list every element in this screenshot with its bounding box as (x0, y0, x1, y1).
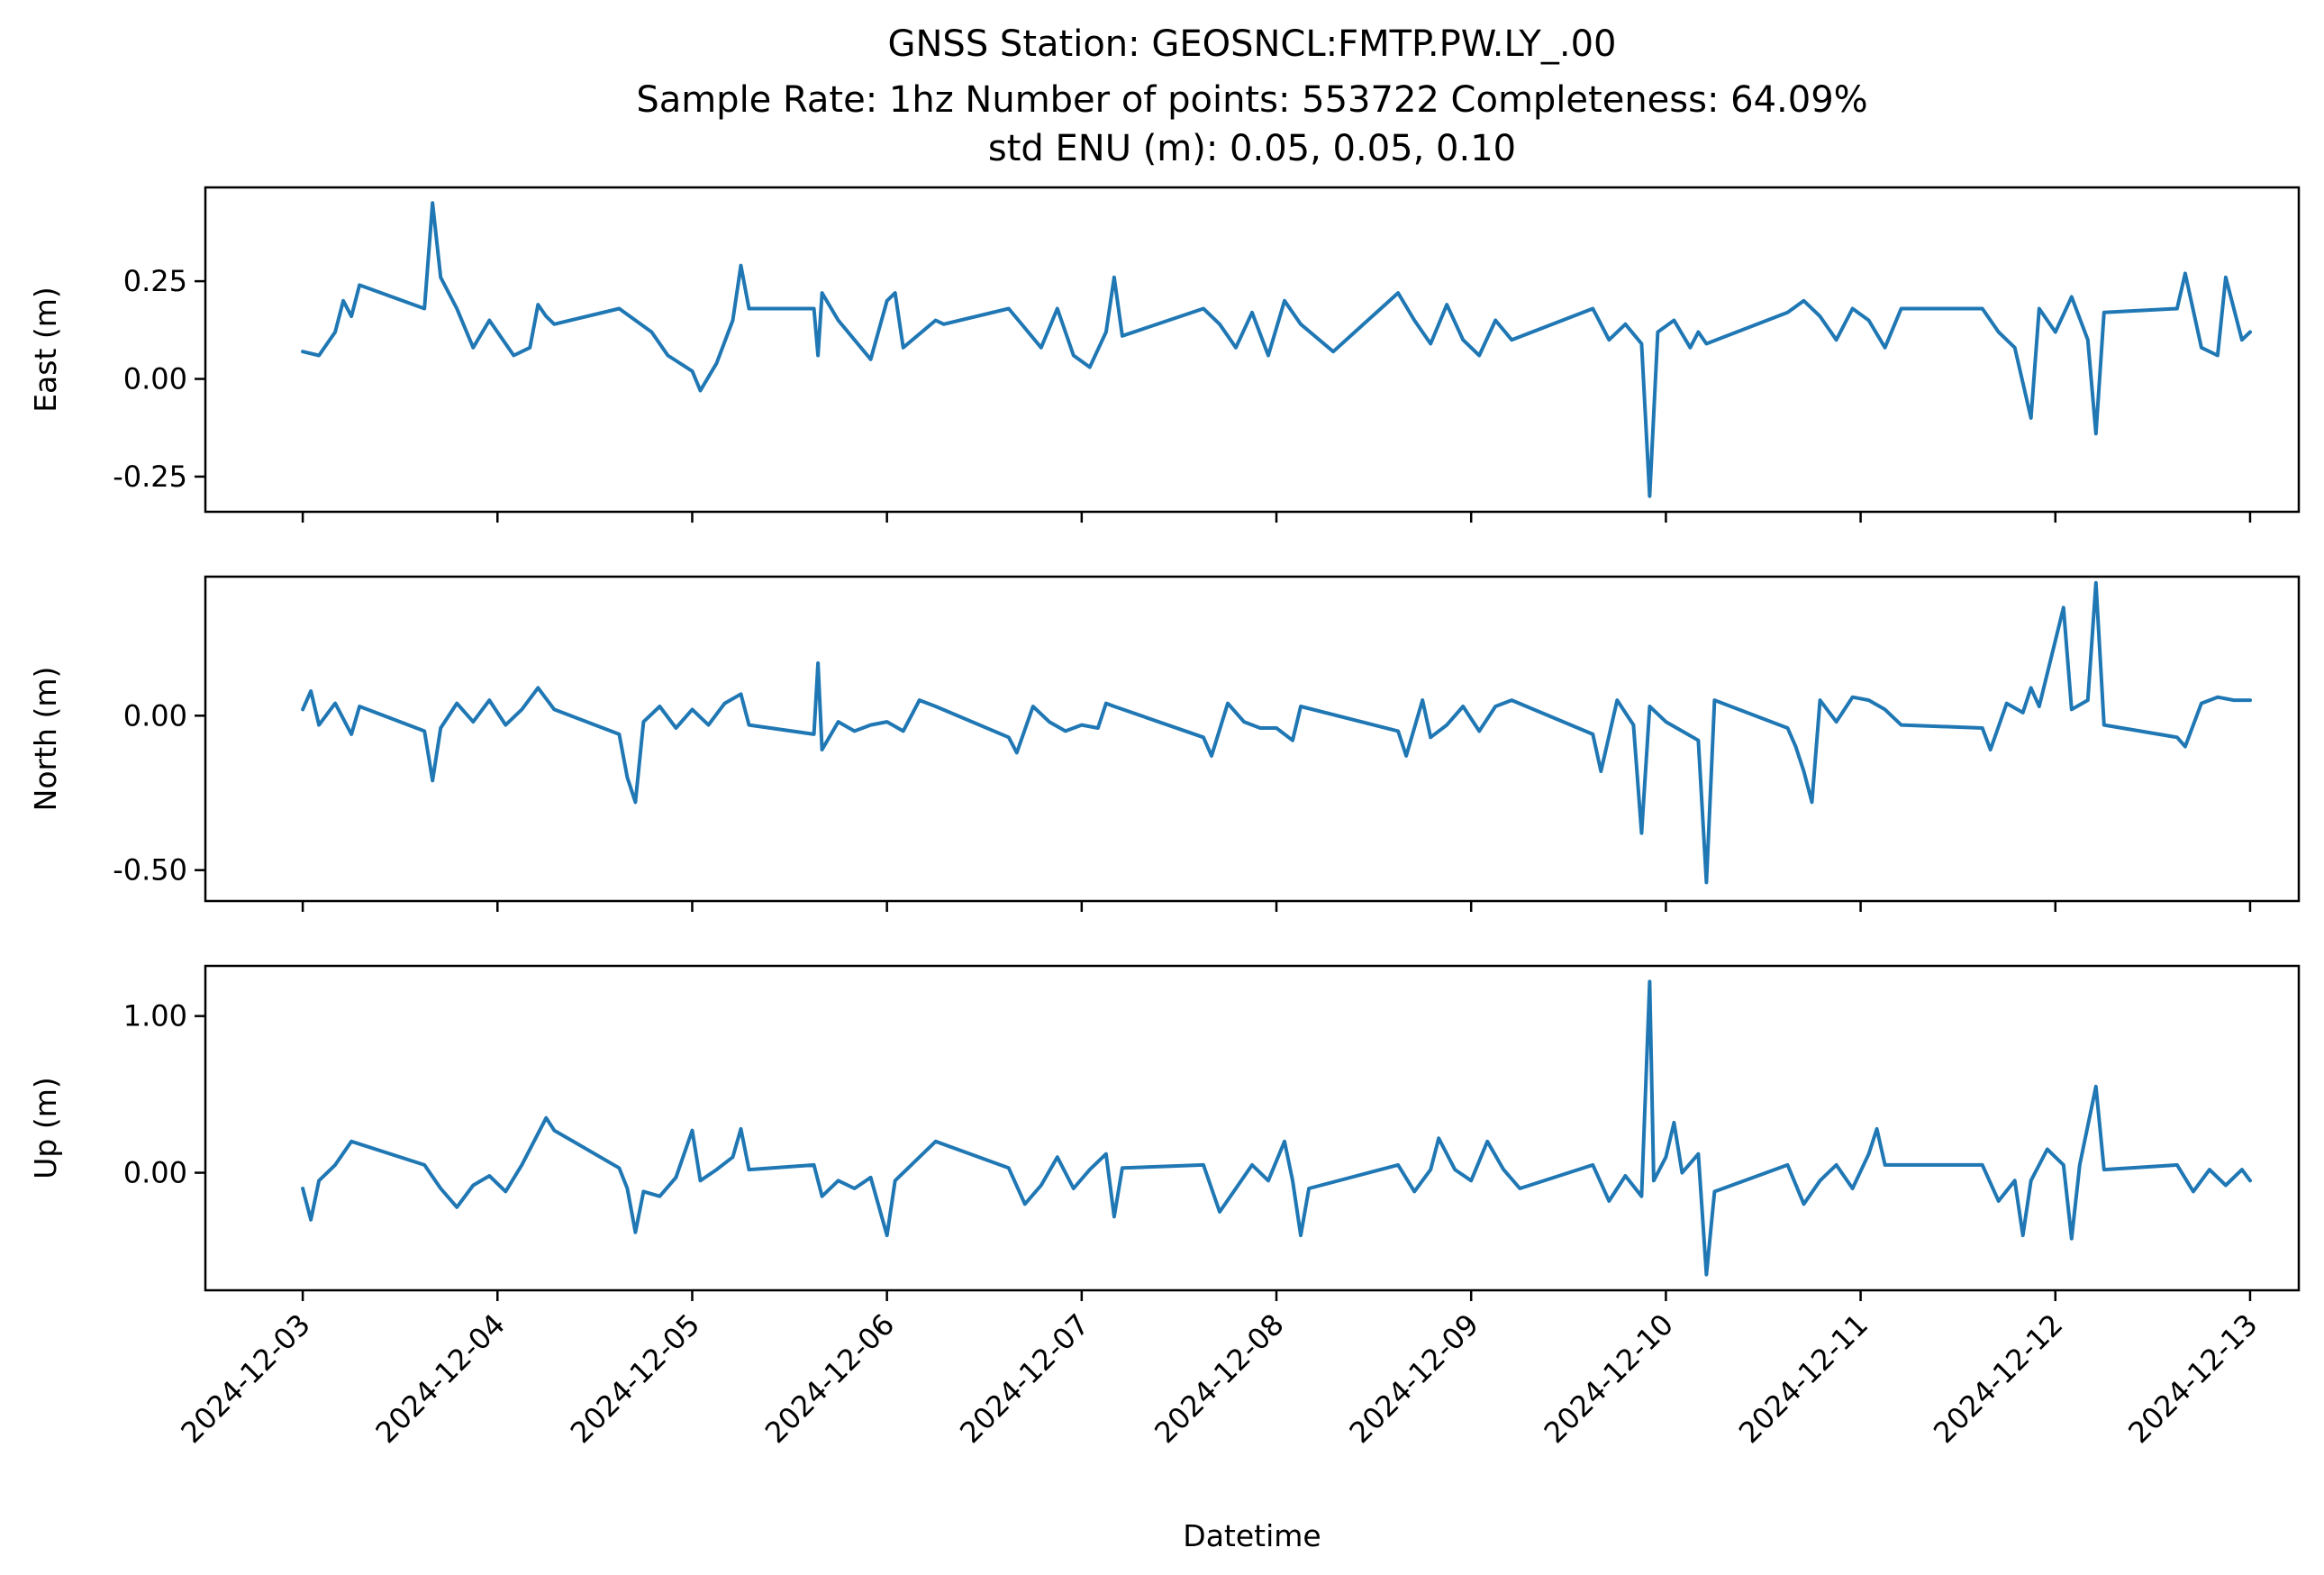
chart-title-std-enu: std ENU (m): 0.05, 0.05, 0.10 (988, 128, 1516, 169)
east-y-tick-label: -0.25 (113, 460, 187, 494)
up-axes-frame (204, 964, 2301, 1292)
up-y-tick-label: 1.00 (123, 999, 187, 1033)
chart-title-sample-info: Sample Rate: 1hz Number of points: 55372… (636, 79, 1867, 121)
panels-group: 0.25 0.00 -0.25 East (m) 0.00 -0.50 North (m) 1… (28, 186, 2301, 1301)
x-axis-label: Datetime (1183, 1518, 1321, 1553)
north-panel: 0.00 -0.50 North (m) (28, 575, 2301, 912)
north-y-tick-label: -0.50 (113, 853, 187, 888)
east-axes-frame (204, 186, 2301, 514)
north-y-axis-label: North (m) (28, 667, 63, 812)
east-y-tick-label: 0.00 (123, 362, 187, 396)
chart-title-station: GNSS Station: GEOSNCL:FMTP.PW.LY_.00 (888, 23, 1617, 65)
east-y-axis-label: East (m) (28, 287, 63, 413)
east-panel: 0.25 0.00 -0.25 East (m) (28, 186, 2301, 523)
up-panel: 1.00 0.00 Up (m) (28, 964, 2301, 1301)
up-y-tick-label: 0.00 (123, 1156, 187, 1190)
north-axes-frame (204, 575, 2301, 903)
north-series-line (301, 580, 2252, 885)
east-y-tick-label: 0.25 (123, 264, 187, 298)
up-y-axis-label: Up (m) (28, 1077, 63, 1179)
east-series-line (301, 201, 2252, 498)
north-y-tick-label: 0.00 (123, 698, 187, 733)
up-series-line (301, 979, 2252, 1277)
